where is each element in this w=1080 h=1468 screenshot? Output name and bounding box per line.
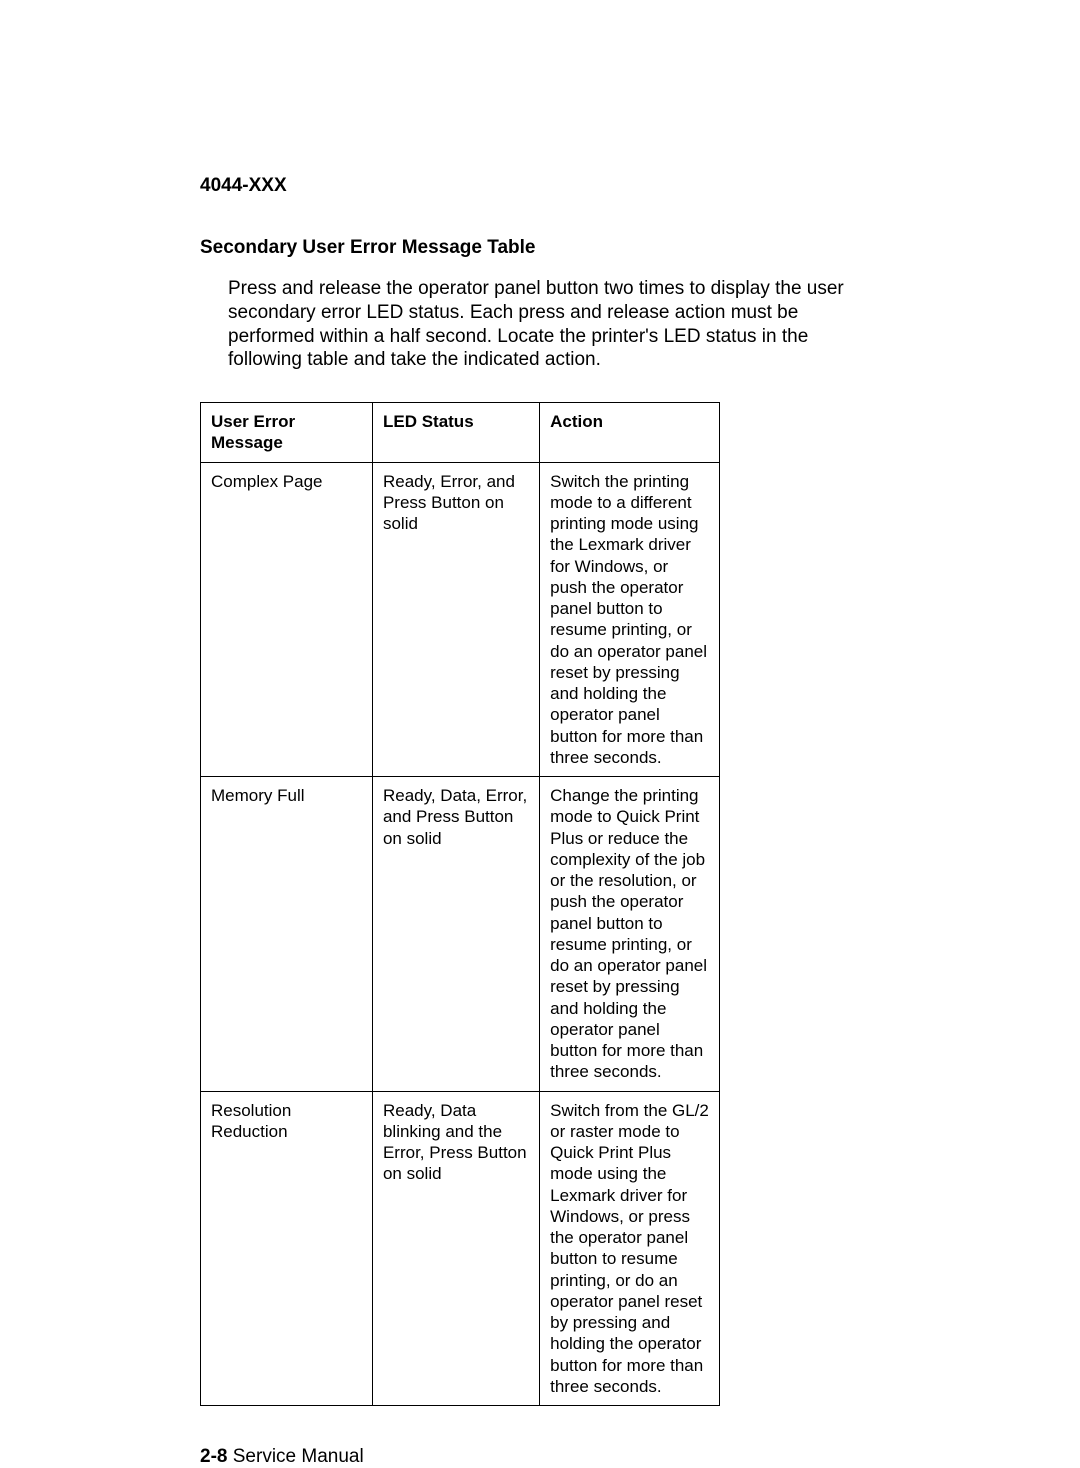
- table-row: Complex Page Ready, Error, and Press But…: [201, 462, 720, 777]
- model-code: 4044-XXX: [200, 175, 880, 197]
- table-header-row: User Error Message LED Status Action: [201, 403, 720, 463]
- footer-label: Service Manual: [233, 1446, 364, 1467]
- table-row: Resolution Reduction Ready, Data blinkin…: [201, 1091, 720, 1406]
- section-title: Secondary User Error Message Table: [200, 237, 880, 259]
- table-row: Memory Full Ready, Data, Error, and Pres…: [201, 777, 720, 1092]
- col-header-action: Action: [540, 403, 720, 463]
- cell-led: Ready, Error, and Press Button on solid: [372, 462, 539, 777]
- cell-message: Memory Full: [201, 777, 373, 1092]
- col-header-led: LED Status: [372, 403, 539, 463]
- cell-action: Change the printing mode to Quick Print …: [540, 777, 720, 1092]
- cell-message: Resolution Reduction: [201, 1091, 373, 1406]
- error-message-table: User Error Message LED Status Action Com…: [200, 402, 720, 1406]
- cell-led: Ready, Data blinking and the Error, Pres…: [372, 1091, 539, 1406]
- page-number: 2-8: [200, 1446, 227, 1467]
- cell-action: Switch the printing mode to a different …: [540, 462, 720, 777]
- cell-led: Ready, Data, Error, and Press Button on …: [372, 777, 539, 1092]
- document-page: 4044-XXX Secondary User Error Message Ta…: [0, 0, 1080, 1468]
- col-header-message: User Error Message: [201, 403, 373, 463]
- cell-message: Complex Page: [201, 462, 373, 777]
- cell-action: Switch from the GL/2 or raster mode to Q…: [540, 1091, 720, 1406]
- page-footer: 2-8 Service Manual: [200, 1446, 880, 1468]
- intro-paragraph: Press and release the operator panel but…: [228, 277, 880, 372]
